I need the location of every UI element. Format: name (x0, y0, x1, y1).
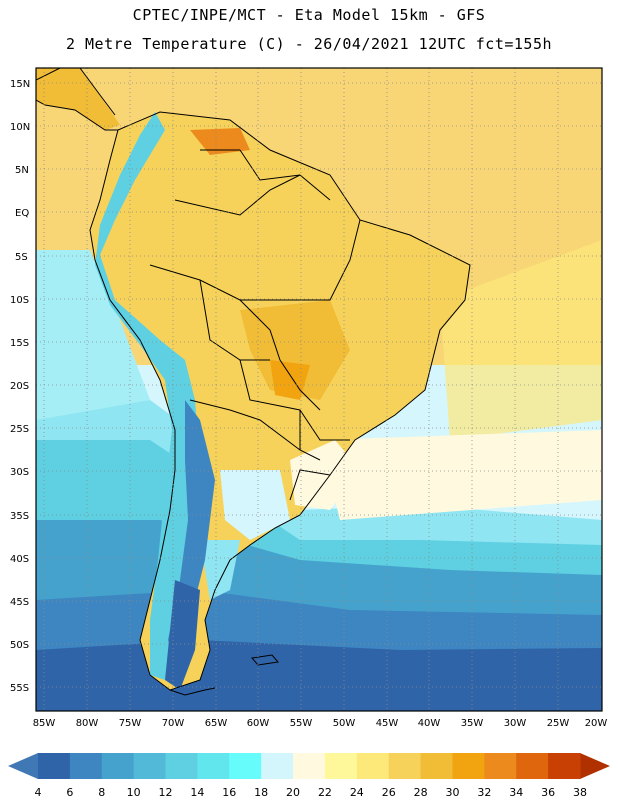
lon-label: 20W (585, 718, 608, 729)
lat-label: 40S (10, 554, 29, 565)
colorbar-label: 28 (414, 786, 428, 799)
colorbar-label: 24 (350, 786, 364, 799)
colorbar-label: 30 (445, 786, 459, 799)
colorbar-label: 22 (318, 786, 332, 799)
colorbar-label: 26 (382, 786, 396, 799)
colorbar-cell (516, 753, 549, 779)
colorbar-cell (69, 753, 103, 779)
map-title-line2: 2 Metre Temperature (C) - 26/04/2021 12U… (65, 35, 553, 53)
colorbar-label: 18 (254, 786, 268, 799)
colorbar-high-arrow (580, 753, 610, 779)
colorbar-label: 32 (477, 786, 491, 799)
lon-label: 45W (376, 718, 399, 729)
lon-label: 60W (247, 718, 270, 729)
colorbar-cell (133, 753, 167, 779)
colorbar-cell (261, 753, 294, 779)
lon-label: 85W (33, 718, 56, 729)
longitude-labels: 85W 80W 75W 70W 65W 60W 55W 50W 45W 40W … (33, 718, 608, 729)
lat-label: 25S (10, 424, 29, 435)
colorbar-cell (197, 753, 230, 779)
latitude-labels: 15N 10N 5N EQ 5S 10S 15S 20S 25S 30S 35S… (10, 79, 30, 694)
colorbar-cell (101, 753, 135, 779)
lon-label: 55W (290, 718, 313, 729)
lat-label: 5N (15, 165, 29, 176)
colorbar-cell (356, 753, 390, 779)
colorbar-low-arrow (8, 753, 38, 779)
plot-frame (35, 67, 603, 712)
lat-label: 50S (10, 640, 29, 651)
colorbar-label: 12 (159, 786, 173, 799)
lon-label: 75W (119, 718, 142, 729)
colorbar-cell (452, 753, 485, 779)
map-title-line1: CPTEC/INPE/MCT - Eta Model 15km - GFS (132, 6, 486, 24)
colorbar-label: 4 (35, 786, 42, 799)
colorbar-cell (548, 753, 581, 779)
lat-label: 45S (10, 597, 29, 608)
colorbar-label: 20 (286, 786, 300, 799)
lat-label: 10S (10, 295, 29, 306)
colorbar-label: 8 (98, 786, 105, 799)
colorbar-label: 34 (509, 786, 523, 799)
colorbar-label: 16 (222, 786, 236, 799)
colorbar-label: 6 (66, 786, 73, 799)
colorbar-label: 36 (541, 786, 555, 799)
colorbar-cell (229, 753, 262, 779)
colorbar-cell (293, 753, 326, 779)
lon-label: 50W (333, 718, 356, 729)
lat-label: 20S (10, 381, 29, 392)
colorbar: 4 6 8 10 12 14 16 18 20 22 24 26 28 30 32 34 36 38 (8, 753, 610, 799)
lat-label: 30S (10, 467, 29, 478)
colorbar-cell (165, 753, 198, 779)
lat-label: EQ (15, 208, 29, 219)
lat-label: 35S (10, 511, 29, 522)
colorbar-cell (388, 753, 422, 779)
colorbar-cell (484, 753, 517, 779)
lon-label: 70W (162, 718, 185, 729)
andes-cold-ridge (95, 112, 205, 680)
colorbar-label: 10 (127, 786, 141, 799)
colorbar-cell (420, 753, 453, 779)
lat-label: 10N (10, 122, 30, 133)
lat-label: 55S (10, 683, 29, 694)
lat-label: 15N (10, 79, 30, 90)
map-boundaries (36, 68, 471, 696)
temperature-field (36, 68, 602, 711)
colorbar-label: 38 (573, 786, 587, 799)
lon-label: 80W (76, 718, 99, 729)
lon-label: 65W (205, 718, 228, 729)
lon-label: 30W (504, 718, 527, 729)
colorbar-label: 14 (190, 786, 204, 799)
lat-label: 15S (10, 338, 29, 349)
lat-label: 5S (15, 252, 28, 263)
colorbar-cell (38, 753, 71, 779)
colorbar-cell (324, 753, 358, 779)
lon-label: 35W (461, 718, 484, 729)
lon-label: 25W (547, 718, 570, 729)
lon-label: 40W (418, 718, 441, 729)
